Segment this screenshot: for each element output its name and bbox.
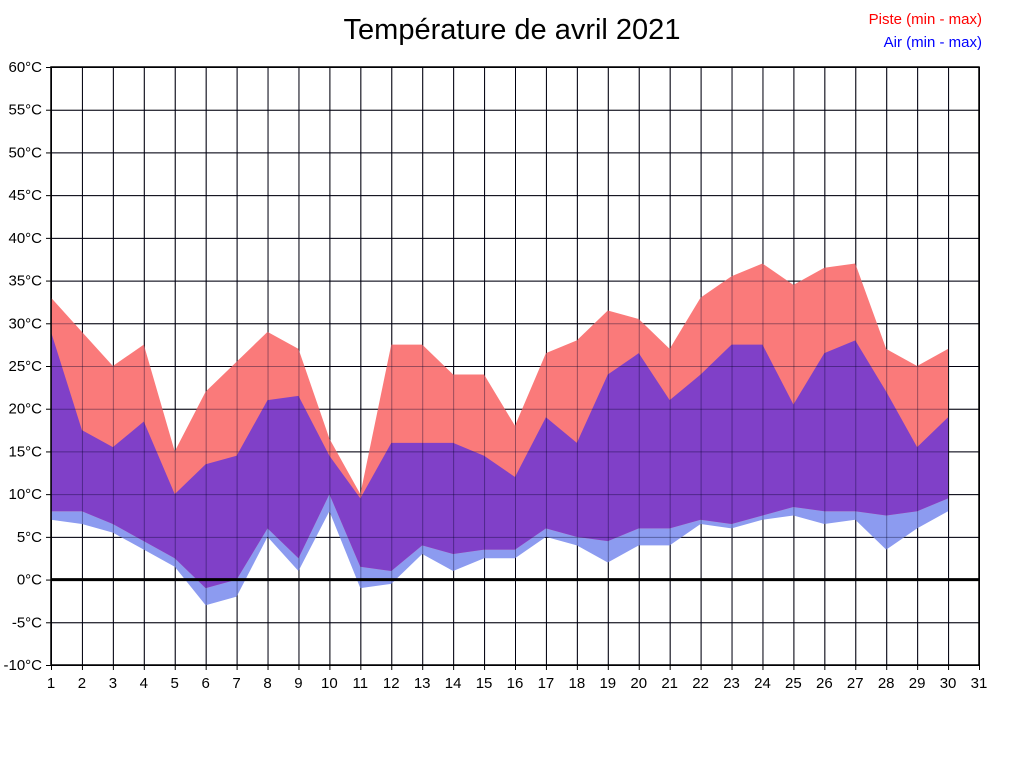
svg-text:55°C: 55°C	[8, 102, 42, 119]
svg-text:9: 9	[294, 675, 302, 692]
svg-text:6: 6	[201, 675, 209, 692]
svg-text:30°C: 30°C	[8, 315, 42, 332]
svg-text:24: 24	[754, 675, 771, 692]
svg-text:22: 22	[692, 675, 709, 692]
legend: Piste (min - max) Air (min - max)	[869, 8, 982, 54]
svg-text:4: 4	[140, 675, 148, 692]
svg-text:13: 13	[414, 675, 431, 692]
svg-text:5°C: 5°C	[17, 529, 42, 546]
svg-text:35°C: 35°C	[8, 273, 42, 290]
svg-text:5: 5	[171, 675, 179, 692]
svg-text:1: 1	[47, 675, 55, 692]
svg-text:11: 11	[353, 675, 369, 692]
svg-text:27: 27	[847, 675, 864, 692]
svg-text:10: 10	[321, 675, 338, 692]
svg-text:40°C: 40°C	[8, 230, 42, 247]
svg-text:26: 26	[816, 675, 833, 692]
y-axis-labels: -10°C -5°C 0°C 5°C 10°C 15°C 20°C 25°C 30°C 35°C 4…	[3, 59, 42, 674]
svg-text:7: 7	[232, 675, 240, 692]
svg-text:3: 3	[109, 675, 117, 692]
x-axis-labels: 1 2 3 4 5 6 7 8 9 10 11 12 13 14 15 16 17 18 19 20 21 22 23 24 2…	[47, 675, 988, 692]
svg-text:20: 20	[630, 675, 647, 692]
svg-text:15: 15	[476, 675, 493, 692]
svg-text:20°C: 20°C	[8, 401, 42, 418]
svg-text:10°C: 10°C	[8, 486, 42, 503]
svg-text:17: 17	[538, 675, 555, 692]
svg-text:30: 30	[940, 675, 957, 692]
legend-item-air: Air (min - max)	[883, 34, 982, 51]
svg-text:23: 23	[723, 675, 740, 692]
svg-text:14: 14	[445, 675, 462, 692]
svg-text:18: 18	[569, 675, 586, 692]
svg-text:60°C: 60°C	[8, 59, 42, 76]
axis-ticks	[46, 67, 980, 670]
svg-text:25: 25	[785, 675, 802, 692]
svg-text:-10°C: -10°C	[3, 657, 42, 674]
chart-title: Température de avril 2021	[343, 14, 681, 46]
svg-text:28: 28	[878, 675, 895, 692]
svg-text:50°C: 50°C	[8, 144, 42, 161]
svg-text:29: 29	[909, 675, 926, 692]
svg-text:15°C: 15°C	[8, 443, 42, 460]
svg-text:19: 19	[599, 675, 616, 692]
svg-text:21: 21	[661, 675, 678, 692]
svg-text:45°C: 45°C	[8, 187, 42, 204]
svg-text:31: 31	[971, 675, 988, 692]
svg-text:12: 12	[383, 675, 400, 692]
svg-text:0°C: 0°C	[17, 572, 42, 589]
svg-text:16: 16	[507, 675, 524, 692]
svg-text:-5°C: -5°C	[12, 614, 42, 631]
legend-item-piste: Piste (min - max)	[868, 11, 982, 28]
svg-text:2: 2	[78, 675, 86, 692]
svg-text:8: 8	[263, 675, 271, 692]
svg-text:25°C: 25°C	[8, 358, 42, 375]
